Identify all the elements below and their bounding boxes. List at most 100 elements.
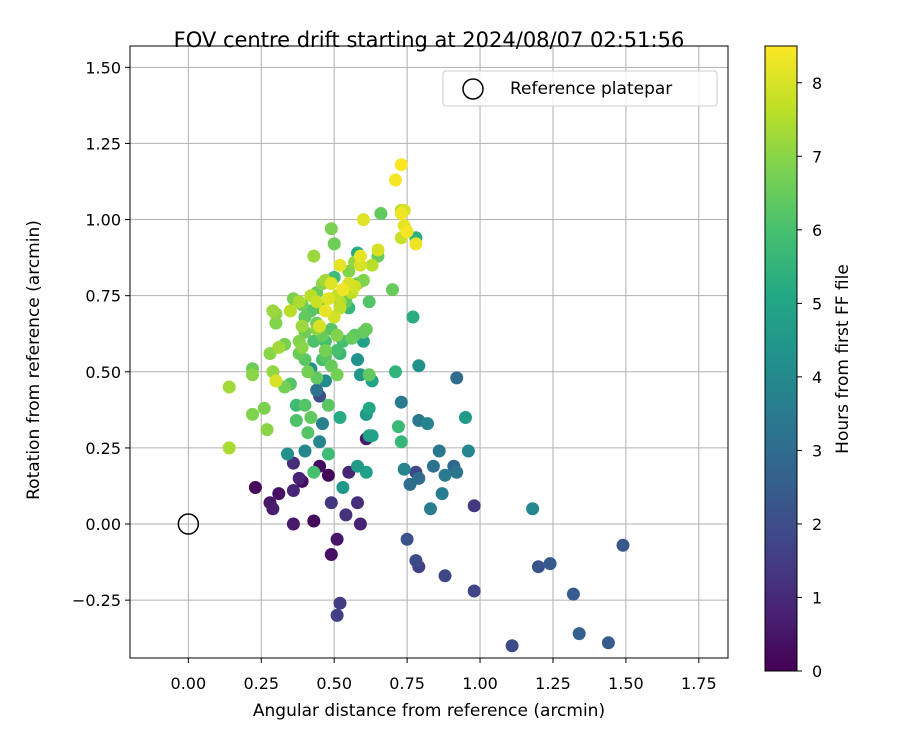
reference-marker-group [177, 513, 200, 535]
data-point [330, 608, 344, 622]
chart-title: FOV centre drift starting at 2024/08/07 … [174, 28, 685, 52]
data-point [266, 304, 280, 318]
data-point [301, 365, 315, 379]
y-tick-label: 0.25 [85, 439, 121, 458]
data-point [272, 487, 286, 501]
data-point [321, 292, 335, 306]
data-point [391, 420, 405, 434]
data-point [318, 344, 332, 357]
data-point [359, 465, 373, 479]
x-axis-label: Angular distance from reference (arcmin) [253, 701, 605, 721]
data-point [324, 548, 338, 561]
data-point [432, 444, 446, 458]
x-tick-label: 1.00 [462, 674, 498, 693]
colorbar-tick-label: 3 [812, 441, 822, 460]
data-point [298, 444, 312, 458]
legend-label: Reference platepar [510, 79, 672, 99]
data-point [222, 380, 236, 394]
data-point [394, 207, 408, 220]
data-point [467, 499, 481, 513]
data-point [505, 639, 519, 653]
data-point [310, 383, 324, 397]
data-point [260, 423, 274, 437]
data-point [313, 319, 327, 333]
data-point [327, 237, 341, 251]
data-point [374, 207, 388, 220]
data-point [526, 502, 540, 516]
data-point [313, 435, 327, 449]
colorbar-tick-label: 4 [812, 368, 822, 387]
data-point [333, 411, 347, 424]
data-point [572, 627, 586, 641]
data-point [292, 295, 306, 309]
data-point [351, 496, 364, 510]
data-point [330, 328, 344, 342]
colorbar [764, 45, 798, 672]
data-point [316, 417, 329, 431]
data-point [333, 258, 347, 272]
grid-lines [130, 46, 728, 658]
data-point [248, 481, 262, 494]
data-point [295, 319, 309, 333]
x-tick-label: 0.75 [389, 674, 425, 693]
data-point [435, 487, 449, 501]
y-tick-label: −0.25 [72, 591, 121, 610]
data-point [459, 411, 472, 424]
data-point [336, 481, 350, 494]
data-point [543, 557, 557, 571]
data-point [394, 435, 408, 449]
plot-frame [129, 45, 729, 659]
data-point [450, 465, 464, 479]
data-point [386, 283, 399, 297]
data-point [616, 538, 630, 552]
data-point [566, 587, 580, 601]
data-point [353, 249, 367, 263]
data-point [400, 225, 414, 239]
data-point [321, 447, 335, 461]
data-point [353, 258, 367, 272]
data-point [283, 304, 297, 318]
data-point [333, 596, 347, 610]
data-point [307, 249, 321, 263]
data-point [353, 517, 367, 531]
colorbar-tick-label: 8 [812, 74, 822, 93]
y-tick-label: 0.50 [85, 363, 121, 382]
data-point [409, 554, 423, 568]
data-point [397, 462, 411, 476]
data-point [409, 237, 423, 251]
data-point [336, 283, 350, 297]
data-point [403, 477, 417, 491]
data-point [424, 502, 437, 516]
y-tick-label: 1.00 [85, 211, 121, 230]
data-point [307, 514, 321, 528]
data-point [286, 517, 300, 531]
data-point [365, 429, 379, 443]
data-point [467, 584, 481, 598]
colorbar-tick-label: 5 [812, 294, 822, 313]
data-point [246, 368, 259, 382]
data-point [295, 340, 309, 354]
data-point [438, 569, 452, 583]
data-point [601, 636, 615, 650]
data-point [389, 173, 402, 187]
data-point [412, 359, 426, 373]
y-tick-label: 1.50 [85, 58, 121, 77]
y-axis-label: Rotation from reference (arcmin) [24, 220, 44, 500]
data-point [222, 441, 236, 455]
reference-platepar-marker [177, 513, 200, 535]
data-point [394, 395, 408, 409]
data-point [301, 426, 315, 440]
colorbar-label: Hours from first FF file [833, 264, 853, 454]
legend-box [442, 70, 718, 107]
data-point [421, 417, 434, 431]
data-point [304, 411, 318, 424]
data-point [257, 401, 271, 415]
data-points [222, 158, 630, 653]
legend: Reference platepar [442, 70, 718, 107]
data-point [307, 465, 321, 479]
data-point [389, 365, 402, 379]
data-point [246, 407, 259, 421]
data-point [286, 484, 300, 497]
x-tick-label: 1.25 [535, 674, 571, 693]
data-point [330, 344, 344, 357]
